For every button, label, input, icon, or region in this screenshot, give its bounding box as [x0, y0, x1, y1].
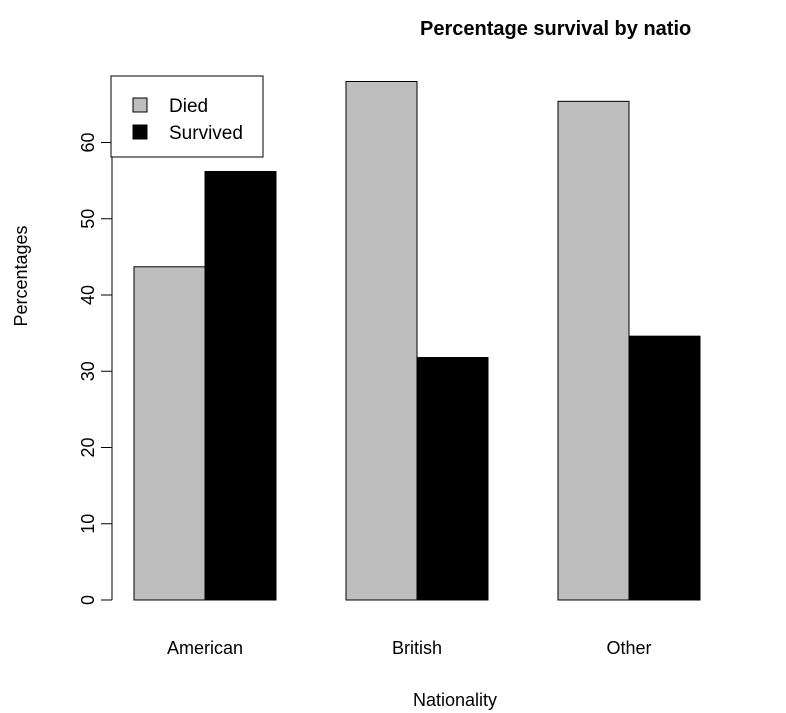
y-tick-label: 10: [78, 514, 98, 534]
y-tick-label: 50: [78, 209, 98, 229]
y-tick-label: 20: [78, 437, 98, 457]
bar-survived-british: [416, 357, 489, 601]
legend-box: [110, 75, 264, 158]
legend: Died Survived: [110, 75, 264, 158]
legend-label-died: Died: [169, 96, 208, 117]
x-tick-label-other: Other: [606, 638, 651, 658]
bar-survived-american: [204, 170, 277, 601]
y-axis: 0 10 20 30 40 50 60: [78, 132, 113, 605]
legend-label-survived: Survived: [169, 123, 243, 144]
bar-survived-other: [628, 335, 701, 601]
x-tick-label-american: American: [167, 638, 243, 658]
chart-title: Percentage survival by natio: [420, 18, 691, 40]
bar-died-american: [133, 266, 206, 601]
x-axis-label: Nationality: [413, 690, 497, 710]
legend-swatch-survived: [132, 124, 148, 140]
x-tick-labels: American British Other: [167, 638, 652, 658]
x-tick-label-british: British: [392, 638, 442, 658]
bars-group: [133, 81, 701, 601]
y-tick-label: 60: [78, 132, 98, 152]
legend-swatch-died: [132, 97, 148, 113]
bar-died-british: [345, 81, 418, 601]
bar-died-other: [557, 100, 630, 601]
y-tick-label: 30: [78, 361, 98, 381]
y-tick-label: 40: [78, 285, 98, 305]
y-axis-label: Percentages: [11, 225, 31, 326]
y-tick-label: 0: [78, 595, 98, 605]
